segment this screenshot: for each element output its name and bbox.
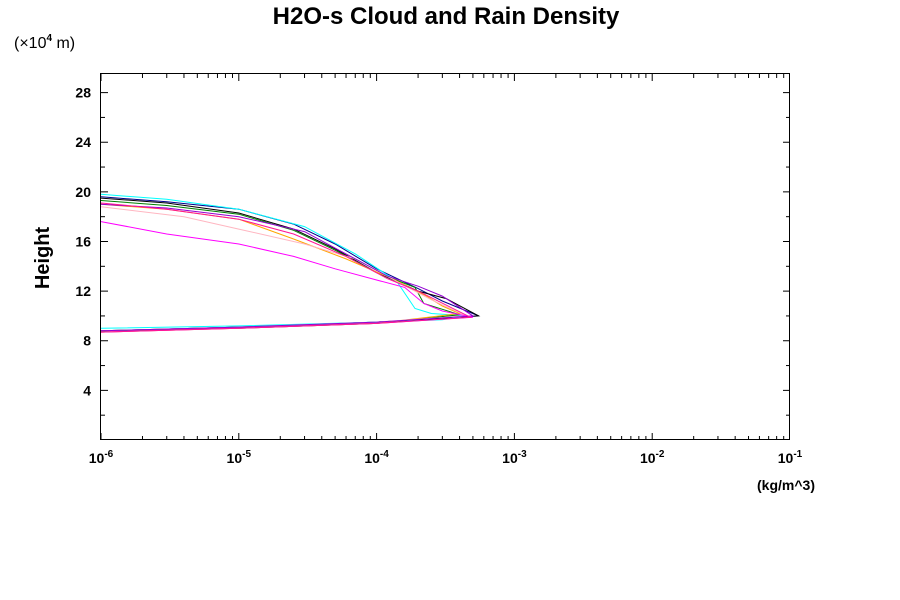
series-line — [100, 203, 475, 332]
y-tick-labels: 4 8 12 16 20 24 28 — [75, 85, 91, 399]
y-tick-label: 4 — [83, 382, 91, 398]
y-axis-unit: (×104 m) — [14, 33, 75, 52]
y-tick-label: 28 — [75, 85, 91, 101]
series-line — [100, 202, 473, 333]
x-tick-label: 10-5 — [227, 449, 252, 466]
x-tick-label: 10-4 — [364, 449, 389, 466]
x-tick-label: 10-6 — [89, 449, 114, 466]
series-lines — [100, 193, 481, 333]
plot-frame — [100, 73, 790, 440]
x-tick-label: 10-2 — [640, 449, 665, 466]
y-tick-label: 12 — [75, 283, 91, 299]
ticks — [100, 74, 790, 440]
y-tick-label: 8 — [83, 333, 91, 349]
series-line — [100, 193, 467, 329]
x-axis-unit: (kg/m^3) — [757, 477, 815, 493]
y-tick-label: 20 — [75, 184, 91, 200]
y-axis-label: Height — [32, 227, 54, 290]
chart-title: H2O-s Cloud and Rain Density — [273, 3, 620, 30]
x-tick-label: 10-3 — [502, 449, 527, 466]
series-line — [100, 203, 462, 333]
x-tick-label: 10-1 — [778, 449, 803, 466]
series-line — [100, 206, 467, 332]
series-line — [100, 221, 473, 333]
x-tick-labels: 10-6 10-5 10-4 10-3 10-2 10-1 — [89, 449, 803, 466]
y-tick-label: 16 — [75, 233, 91, 249]
y-tick-label: 24 — [75, 134, 91, 150]
